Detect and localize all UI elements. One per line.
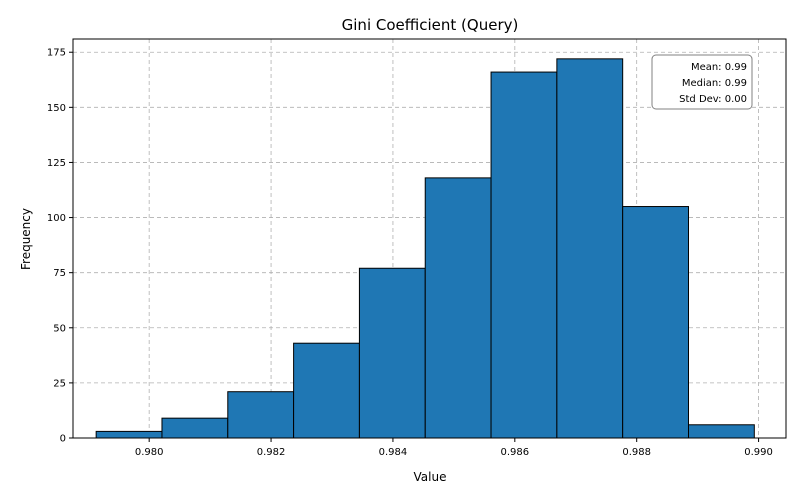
histogram-bar-7	[490, 71, 558, 439]
y-tick-label-75: 75	[53, 268, 66, 279]
y-tick-label-125: 125	[47, 158, 66, 169]
y-tick-label-0: 0	[60, 434, 66, 445]
histogram-bar-9	[622, 206, 689, 439]
stats-box: Mean: 0.99 Median: 0.99 Std Dev: 0.00	[651, 54, 753, 110]
x-tick-label-0.980: 0.980	[135, 447, 164, 458]
y-tick-label-50: 50	[53, 323, 66, 334]
x-tick-label-0.988: 0.988	[622, 447, 651, 458]
y-axis-label: Frequency	[19, 208, 33, 270]
histogram-bars	[95, 58, 755, 439]
y-tick-label-100: 100	[47, 213, 66, 224]
plot-area-frame	[72, 38, 787, 439]
histogram-bar-5	[358, 267, 426, 439]
stats-mean: Mean: 0.99	[691, 62, 747, 73]
x-axis-label: Value	[414, 470, 447, 484]
chart-title: Gini Coefficient (Query)	[342, 16, 519, 34]
y-axis-ticks: 0 25 50 75 100 125 150 175	[47, 48, 73, 445]
x-tick-label-0.990: 0.990	[744, 447, 773, 458]
histogram-bar-4	[293, 342, 360, 439]
histogram-bar-10	[687, 424, 755, 439]
x-axis-ticks: 0.980 0.982 0.984 0.986 0.988 0.990	[135, 438, 773, 458]
histogram-bar-2	[161, 417, 229, 439]
histogram-bar-3	[227, 391, 295, 439]
histogram-bar-8	[556, 58, 624, 439]
histogram-bar-1	[95, 430, 163, 439]
y-tick-label-150: 150	[47, 103, 66, 114]
stats-std-dev: Std Dev: 0.00	[679, 94, 747, 105]
stats-box-frame	[651, 54, 753, 110]
x-tick-label-0.986: 0.986	[500, 447, 529, 458]
y-tick-label-25: 25	[53, 378, 66, 389]
x-tick-label-0.982: 0.982	[257, 447, 286, 458]
x-tick-label-0.984: 0.984	[379, 447, 408, 458]
histogram-bar-6	[424, 177, 492, 439]
y-tick-label-175: 175	[47, 48, 66, 59]
stats-median: Median: 0.99	[682, 78, 747, 89]
